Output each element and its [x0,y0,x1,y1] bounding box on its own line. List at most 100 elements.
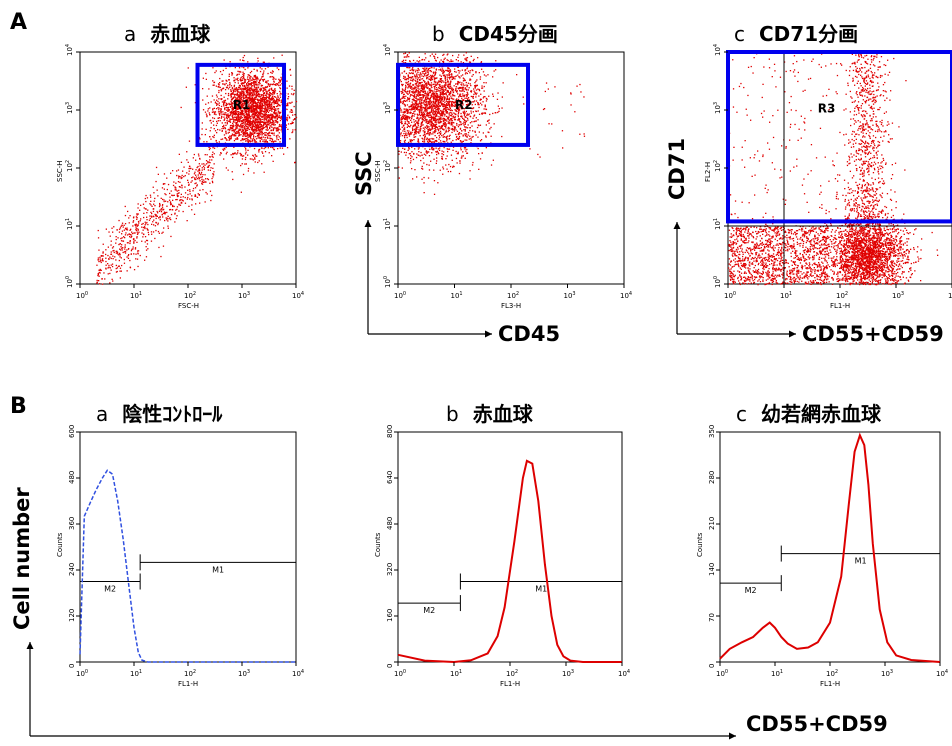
data-point [404,56,406,58]
data-point [97,273,99,275]
data-point [170,235,172,238]
data-point [257,98,259,100]
data-point [475,80,477,82]
data-point [259,121,261,124]
data-point [265,118,268,120]
data-point [113,249,115,252]
data-point [254,115,256,117]
data-point [123,262,126,264]
data-point [121,222,124,224]
data-point [240,139,242,142]
data-point [248,109,250,111]
data-point [259,137,261,140]
data-point [120,270,122,272]
data-point [263,117,265,119]
data-point [471,104,473,106]
data-point [147,209,149,211]
data-point [137,229,139,231]
data-point [256,80,258,82]
data-point [230,92,233,95]
data-point [228,109,231,111]
data-point [258,136,260,139]
data-point [257,115,259,117]
data-point [280,80,282,82]
data-point [136,214,138,216]
data-point [241,96,243,98]
data-point [270,141,273,143]
data-point [253,68,255,70]
data-point [168,218,170,220]
data-point [430,82,433,84]
data-point [184,202,187,204]
data-point [432,111,434,114]
data-point [205,103,207,105]
data-point [220,117,222,119]
data-point [270,146,272,148]
data-point [215,139,217,142]
data-point [151,205,153,207]
data-point [435,91,437,93]
data-point [457,109,460,111]
data-point [419,76,421,78]
data-point [414,87,416,89]
data-point [242,71,244,73]
data-point [462,62,465,64]
data-point [256,85,258,87]
data-point [241,89,243,91]
data-point [422,67,424,69]
data-point [425,150,428,152]
data-point [227,84,229,86]
data-point [400,116,403,119]
data-point [413,98,415,100]
data-point [481,112,483,115]
data-point [181,199,184,201]
data-point [414,148,416,150]
data-point [457,151,459,153]
data-point [263,87,265,89]
data-point [262,132,265,135]
data-point [207,110,209,112]
data-point [271,98,273,100]
data-point [225,138,227,140]
data-point [420,121,423,124]
data-point [174,212,176,214]
data-point [254,126,256,129]
data-point [277,116,279,118]
data-point [247,81,249,84]
data-point [237,150,239,152]
data-point [463,121,465,123]
data-point [261,134,263,136]
data-point [243,101,245,103]
data-point [412,112,415,114]
data-point [116,251,119,254]
data-point [271,114,273,116]
data-point [225,146,227,149]
data-point [445,129,447,131]
data-point [225,167,227,169]
data-point [116,270,118,273]
data-point [462,151,464,153]
data-point [463,124,465,126]
data-point [233,130,235,132]
data-point [195,182,197,184]
data-point [231,92,234,95]
data-point [230,89,232,91]
data-point [136,233,139,235]
data-point [448,74,450,77]
data-point [400,118,402,120]
data-point [401,126,403,128]
data-point [227,110,229,112]
data-point [224,89,227,91]
data-point [237,98,239,101]
data-point [110,264,112,266]
data-point [281,147,284,149]
data-point [257,137,259,139]
data-point [235,88,237,90]
data-point [426,111,429,114]
data-point [466,91,468,93]
data-point [271,116,273,119]
data-point [134,247,137,249]
data-point [411,76,413,78]
data-point [256,111,258,113]
data-point [421,78,424,80]
